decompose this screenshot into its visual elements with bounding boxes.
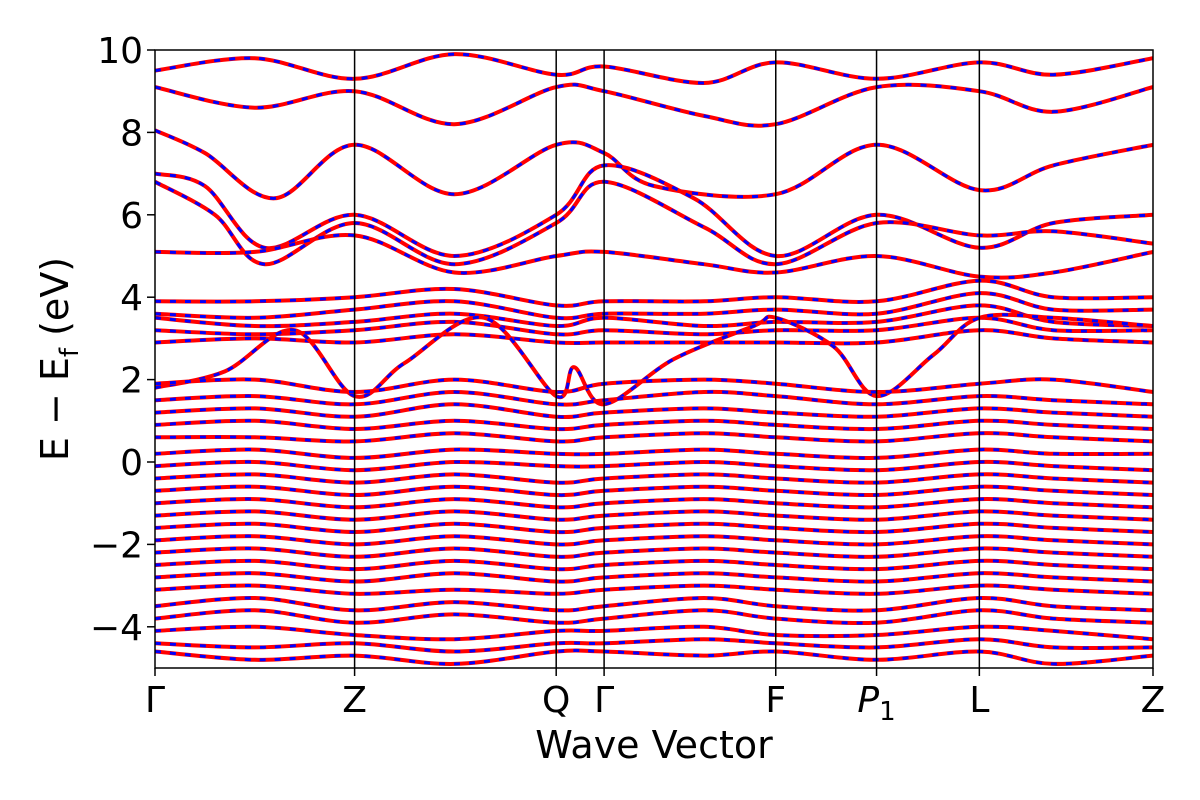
- x-axis-label: Wave Vector: [535, 723, 773, 767]
- x-tick-label-4: F: [765, 680, 786, 721]
- x-tick-label-1: Z: [342, 680, 367, 721]
- x-tick-label-3: Γ: [594, 680, 614, 721]
- band-line-14: [155, 402, 1153, 419]
- y-tick-label: 8: [120, 113, 143, 154]
- y-axis: 10 8 6 4 2 0 −2 −4: [90, 31, 155, 649]
- band-line-dashed-0: [155, 83, 1153, 128]
- band-line-0: [155, 82, 1153, 128]
- y-axis-label: E − Ef (eV): [33, 257, 85, 461]
- y-tick-label: −2: [90, 525, 143, 566]
- x-axis: Γ Z Q Γ F P1 L Z: [145, 668, 1165, 727]
- band-line-6: [155, 278, 1153, 308]
- band-line-dashed-11: [155, 313, 1153, 406]
- y-tick-label: 2: [120, 361, 143, 402]
- y-tick-label: 4: [120, 278, 143, 319]
- band-line-dashed-5: [155, 233, 1153, 280]
- band-line-dashed-1: [155, 52, 1153, 85]
- band-line-11: [155, 312, 1153, 407]
- band-line-13: [155, 389, 1153, 407]
- band-line-dashed-33: [155, 648, 1153, 666]
- y-tick-label: 6: [120, 196, 143, 237]
- x-tick-label-6: L: [969, 680, 989, 721]
- y-tick-label: −4: [90, 608, 143, 649]
- band-line-33: [155, 648, 1153, 666]
- plot-frame: [154, 49, 1154, 669]
- x-tick-label-0: Γ: [145, 680, 165, 721]
- y-tick-label: 10: [97, 31, 143, 72]
- x-tick-label-2: Q: [542, 680, 570, 721]
- y-tick-label: 0: [120, 443, 143, 484]
- band-line-4: [155, 179, 1153, 267]
- band-line-dashed-12: [155, 377, 1153, 394]
- bands-layer: [155, 52, 1153, 666]
- x-tick-label-5: P1: [857, 680, 895, 727]
- x-tick-label-7: Z: [1141, 680, 1166, 721]
- band-line-dashed-8: [155, 303, 1153, 328]
- band-line-dashed-2: [155, 128, 1153, 200]
- band-line-dashed-31: [155, 625, 1153, 641]
- kpoint-lines: [353, 50, 981, 668]
- band-line-dashed-4: [155, 180, 1153, 266]
